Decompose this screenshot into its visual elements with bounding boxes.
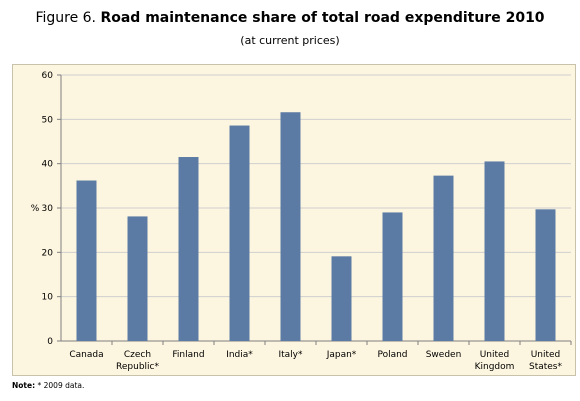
note-text: * 2009 data.: [37, 381, 85, 390]
category-label: Finland: [172, 350, 204, 360]
figure-title: Figure 6. Road maintenance share of tota…: [0, 10, 580, 26]
y-tick-label: 30: [42, 204, 54, 214]
y-axis-label: %: [31, 204, 40, 214]
category-label: Sweden: [426, 350, 462, 360]
chart-panel: 0 10 20 30 40 50 60% Canada Czech Republic* Finlan…: [12, 64, 576, 376]
y-tick-label: 0: [47, 337, 53, 347]
bar: [280, 112, 301, 341]
category-label: United Kingdom: [475, 350, 515, 372]
bar: [433, 175, 454, 341]
bar: [229, 125, 250, 341]
category-label: Czech Republic*: [116, 350, 159, 372]
bar: [331, 256, 352, 341]
chart-subtitle: (at current prices): [240, 34, 340, 47]
category-label: India*: [226, 350, 253, 360]
y-tick-label: 20: [42, 248, 54, 258]
bar: [382, 212, 403, 341]
bar: [535, 209, 556, 341]
y-tick-label: 40: [42, 160, 54, 170]
category-label: United States*: [529, 350, 563, 372]
category-label: Italy*: [278, 350, 303, 360]
chart-note: Note: * 2009 data.: [12, 381, 84, 390]
chart-title: Road maintenance share of total road exp…: [100, 10, 545, 26]
bar: [178, 157, 199, 341]
bar-chart: 0 10 20 30 40 50 60% Canada Czech Republic* Finlan…: [31, 71, 572, 372]
y-tick-label: 50: [42, 115, 54, 125]
y-tick-label: 60: [42, 71, 54, 81]
y-tick-label: 10: [42, 293, 54, 303]
bar: [127, 216, 148, 341]
category-label: Japan*: [326, 350, 357, 360]
category-label: Canada: [69, 350, 103, 360]
figure-number: Figure 6.: [35, 10, 96, 26]
bar: [484, 161, 505, 341]
note-label: Note:: [12, 381, 36, 390]
category-label: Poland: [377, 350, 407, 360]
bar: [76, 180, 97, 341]
